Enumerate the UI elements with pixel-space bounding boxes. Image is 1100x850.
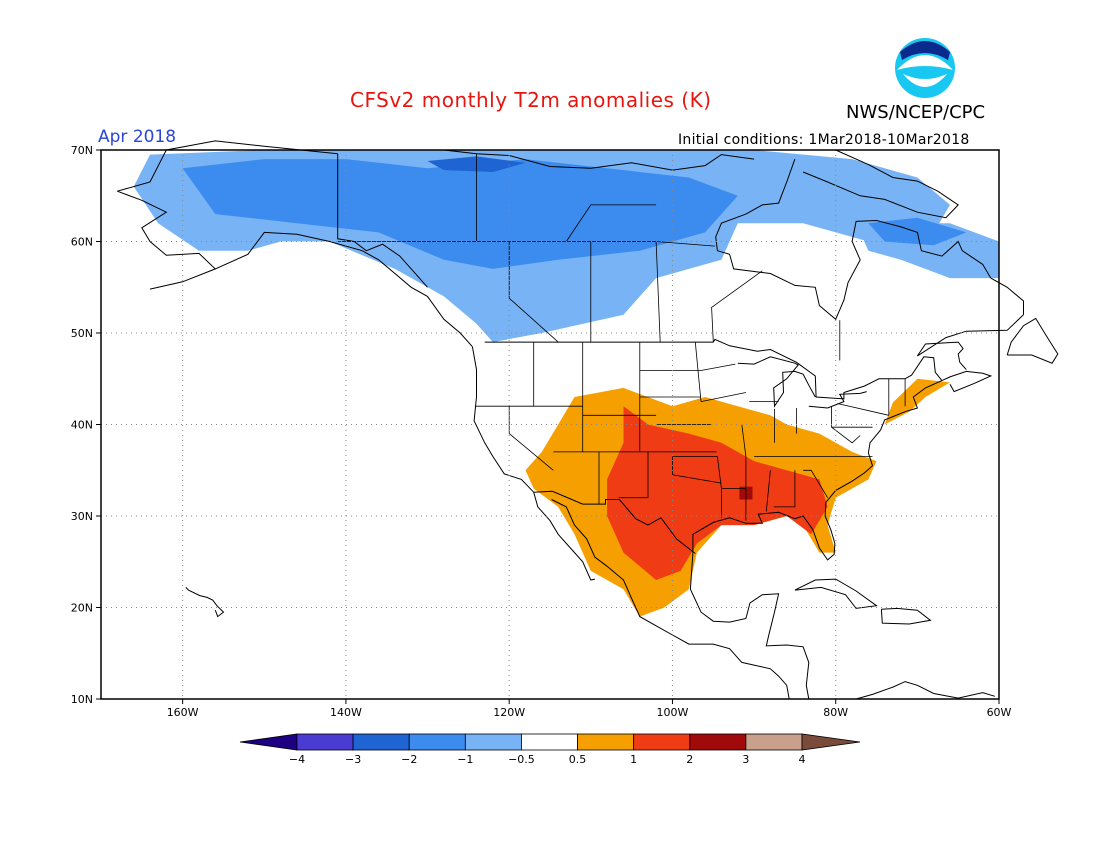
coast-baffin (802, 149, 959, 219)
coast-alaska-west (117, 190, 217, 290)
lon-label: 60W (987, 706, 1012, 719)
colorbar-tick-label: 4 (799, 753, 806, 766)
logo-text: NOAA (911, 59, 940, 69)
coast-hudson-bay (717, 219, 1024, 321)
colorbar-tick-label: 2 (686, 753, 693, 766)
colorbar-tick-label: −3 (345, 753, 361, 766)
colorbar-tick-label: 0.5 (569, 753, 587, 766)
coast-baja-gulf (551, 499, 790, 700)
colorbar-tick-label: −4 (289, 753, 305, 766)
great-lakes (737, 356, 816, 408)
colorbar-bin (577, 733, 635, 751)
lat-label: 70N (71, 144, 93, 157)
colorbar-bin (689, 733, 747, 751)
colorbar-bin (633, 733, 691, 751)
lon-label: 140W (330, 706, 362, 719)
longitude-labels: 160W 140W 120W 100W 80W 60W (167, 699, 1012, 719)
noaa-logo-icon: NOAA (895, 38, 955, 98)
colorbar: −4 −3 −2 −1 −0.5 0.5 1 2 3 4 (239, 733, 861, 766)
colorbar-arrow-high (801, 733, 861, 751)
border-alaska-canada (337, 153, 428, 288)
border-us-canada (484, 338, 943, 400)
lat-label: 30N (71, 510, 93, 523)
colorbar-tick-label: −1 (457, 753, 473, 766)
lon-label: 100W (657, 706, 689, 719)
state-border-19 (803, 469, 828, 498)
colorbar-arrow-low (239, 733, 298, 751)
latitude-labels: 70N 60N 50N 40N 30N 20N 10N (71, 144, 101, 706)
province-border-3 (655, 241, 661, 343)
coast-hawaii (185, 587, 225, 618)
state-border-17 (765, 470, 771, 512)
forecast-month: Apr 2018 (98, 127, 177, 147)
coast-cuba (794, 578, 878, 609)
great-lakes-east (808, 391, 867, 409)
state-border-30 (837, 403, 889, 416)
coastlines (117, 140, 1059, 700)
state-border-13 (672, 456, 722, 484)
state-border-18 (773, 470, 796, 508)
colorbar-bin (352, 733, 410, 751)
state-border-21 (741, 424, 747, 457)
warm-region-core (607, 406, 828, 580)
province-border-8 (565, 204, 657, 242)
colorbar-bin (464, 733, 522, 751)
state-border-25 (700, 392, 746, 402)
initial-conditions: Initial conditions: 1Mar2018-10Mar2018 (678, 132, 970, 148)
province-border-4 (656, 241, 715, 247)
coast-yucatan (689, 552, 810, 700)
lon-label: 120W (493, 706, 525, 719)
lat-label: 40N (71, 419, 93, 432)
lat-label: 20N (71, 602, 93, 615)
colorbar-tick-label: −0.5 (508, 753, 535, 766)
colorbar-tick-label: 3 (742, 753, 749, 766)
lat-label: 50N (71, 327, 93, 340)
state-border-3 (694, 342, 702, 402)
coast-gulf-mexico (692, 370, 993, 561)
border-us-mexico (533, 490, 696, 554)
coast-labrador-gulf (916, 314, 1024, 370)
coast-arctic-islands (443, 149, 755, 171)
org-label: NWS/NCEP/CPC (846, 102, 986, 123)
state-border-9 (618, 451, 649, 499)
lon-label: 160W (167, 706, 199, 719)
coast-hispaniola (880, 607, 932, 625)
coast-alaska (117, 140, 338, 192)
chart-title: CFSv2 monthly T2m anomalies (K) (350, 88, 712, 112)
lon-label: 80W (823, 706, 848, 719)
state-border-26 (700, 363, 736, 371)
colorbar-tick-label: 1 (630, 753, 637, 766)
province-border-5 (711, 270, 763, 343)
state-border-33 (831, 426, 861, 444)
coast-pacific-us (471, 346, 596, 581)
colorbar-bin (521, 733, 578, 751)
coast-newfoundland (1006, 317, 1059, 364)
lat-label: 10N (71, 693, 93, 706)
colorbar-bin (296, 733, 354, 751)
coast-gulf-alaska (215, 231, 473, 348)
colorbar-tick-label: −2 (401, 753, 417, 766)
colorbar-bin (745, 733, 803, 751)
lat-label: 60N (71, 236, 93, 249)
colorbar-bin (408, 733, 466, 751)
coast-hudson-west (715, 158, 796, 251)
coast-south-america (855, 681, 996, 700)
